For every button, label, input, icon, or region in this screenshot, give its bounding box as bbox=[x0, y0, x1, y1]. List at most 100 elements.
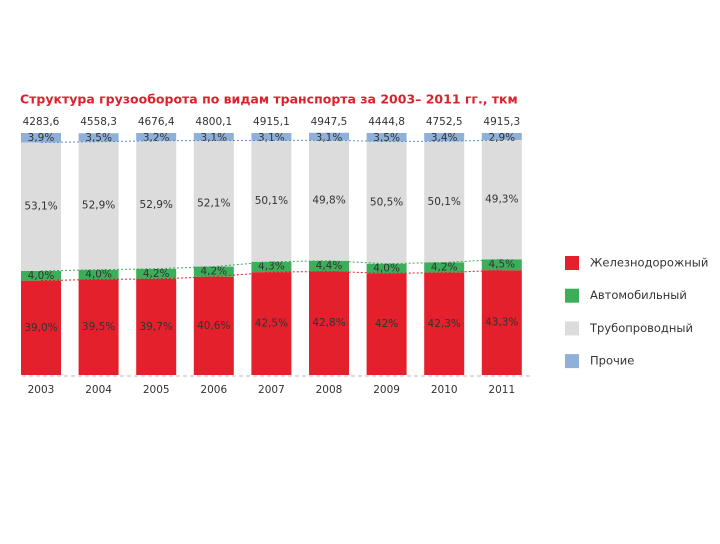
bar-segment bbox=[366, 141, 407, 264]
data-label: 50,1% bbox=[428, 196, 461, 208]
x-tick-label: 2011 bbox=[488, 384, 515, 396]
bar-segment bbox=[193, 266, 234, 277]
bar-segment bbox=[309, 260, 349, 272]
bar-segment bbox=[251, 140, 292, 262]
x-tick-label: 2009 bbox=[373, 384, 400, 396]
bar-segment bbox=[136, 278, 177, 375]
connector bbox=[40, 258, 502, 272]
legend-swatch bbox=[565, 321, 579, 336]
connector bbox=[40, 269, 502, 282]
bar-segment bbox=[78, 269, 119, 280]
data-label: 49,3% bbox=[485, 194, 518, 206]
bar-segment bbox=[424, 272, 465, 375]
bar-segment bbox=[21, 280, 61, 375]
total-label: 4676,4 bbox=[138, 116, 175, 128]
data-label: 42,3% bbox=[428, 318, 461, 330]
bar-segment bbox=[21, 142, 61, 271]
bar-segment bbox=[193, 276, 234, 375]
data-label: 3,9% bbox=[28, 132, 55, 144]
bar-segment bbox=[21, 133, 61, 143]
data-label: 4,2% bbox=[200, 266, 227, 278]
legend-text: Автомобильный bbox=[590, 288, 687, 302]
bar-segment bbox=[481, 140, 522, 260]
data-label: 2,9% bbox=[488, 132, 515, 144]
bar-segment bbox=[78, 279, 119, 375]
legend-swatch bbox=[565, 256, 579, 270]
bar-segment bbox=[366, 273, 407, 375]
bar-segment bbox=[193, 133, 234, 141]
bar-segment bbox=[251, 261, 292, 273]
bar-segment bbox=[78, 133, 119, 142]
bar-segment bbox=[366, 263, 407, 274]
bar-segment bbox=[481, 259, 522, 271]
data-label: 3,5% bbox=[373, 132, 400, 144]
total-label: 4800,1 bbox=[195, 116, 232, 128]
x-tick-label: 2007 bbox=[258, 384, 285, 396]
bar-segment bbox=[193, 140, 234, 267]
data-label: 52,9% bbox=[82, 200, 115, 212]
legend-text: Железнодорожный bbox=[590, 256, 708, 270]
data-label: 4,5% bbox=[488, 258, 515, 270]
bar-segment bbox=[309, 140, 349, 261]
x-tick-label: 2005 bbox=[143, 384, 170, 396]
legend-swatch bbox=[565, 354, 579, 369]
bar-segment bbox=[136, 140, 177, 269]
bar-segment bbox=[309, 271, 349, 375]
bar-segment bbox=[21, 270, 61, 281]
data-label: 42% bbox=[375, 318, 398, 330]
total-label: 4558,3 bbox=[80, 116, 117, 128]
data-label: 52,1% bbox=[197, 198, 230, 210]
data-label: 4,4% bbox=[316, 260, 343, 272]
data-label: 40,6% bbox=[197, 320, 230, 332]
data-label: 3,1% bbox=[316, 132, 343, 144]
data-label: 3,1% bbox=[200, 132, 227, 144]
total-label: 4915,1 bbox=[253, 116, 290, 128]
bar-segment bbox=[136, 133, 177, 141]
legend-text: Трубопроводный bbox=[589, 321, 693, 335]
bar-segment bbox=[309, 132, 349, 141]
data-label: 4,0% bbox=[373, 263, 400, 275]
data-label: 3,1% bbox=[258, 132, 285, 144]
connector bbox=[40, 139, 502, 143]
data-label: 43,3% bbox=[485, 317, 518, 329]
x-tick-label: 2010 bbox=[431, 384, 458, 396]
data-label: 49,8% bbox=[312, 195, 345, 207]
data-label: 50,5% bbox=[370, 197, 403, 209]
legend-swatch bbox=[565, 288, 579, 303]
x-tick-label: 2004 bbox=[85, 384, 112, 396]
data-label: 39,0% bbox=[24, 322, 57, 334]
total-label: 4283,6 bbox=[23, 116, 60, 128]
bar-segment bbox=[424, 141, 465, 263]
bar-segment bbox=[366, 133, 407, 142]
bar-segment bbox=[424, 262, 465, 273]
data-label: 4,0% bbox=[85, 269, 112, 281]
x-tick-label: 2003 bbox=[28, 384, 55, 396]
chart-title: Структура грузооборота по видам транспор… bbox=[20, 92, 518, 107]
data-label: 42,5% bbox=[255, 318, 288, 330]
total-label: 4444,8 bbox=[368, 116, 405, 128]
data-label: 4,0% bbox=[28, 270, 55, 282]
data-label: 42,8% bbox=[312, 317, 345, 329]
bar-segment bbox=[251, 272, 292, 375]
data-label: 4,3% bbox=[258, 261, 285, 273]
data-label: 53,1% bbox=[24, 201, 57, 213]
data-label: 4,2% bbox=[143, 268, 170, 280]
total-label: 4752,5 bbox=[426, 116, 463, 128]
bar-segment bbox=[424, 133, 465, 142]
data-label: 52,9% bbox=[140, 199, 173, 211]
bar-segment bbox=[251, 133, 292, 141]
bar-segment bbox=[481, 133, 522, 141]
data-label: 3,2% bbox=[143, 132, 170, 144]
data-label: 3,4% bbox=[431, 132, 458, 144]
data-label: 39,7% bbox=[140, 321, 173, 333]
data-label: 3,5% bbox=[85, 132, 112, 144]
bar-segment bbox=[136, 268, 177, 279]
data-label: 50,1% bbox=[255, 195, 288, 207]
bar-segment bbox=[78, 141, 119, 270]
x-tick-label: 2006 bbox=[200, 384, 227, 396]
legend-text: Прочие bbox=[590, 354, 634, 368]
x-tick-label: 2008 bbox=[316, 384, 343, 396]
total-label: 4947,5 bbox=[311, 116, 348, 128]
total-label: 4915,3 bbox=[483, 116, 520, 128]
